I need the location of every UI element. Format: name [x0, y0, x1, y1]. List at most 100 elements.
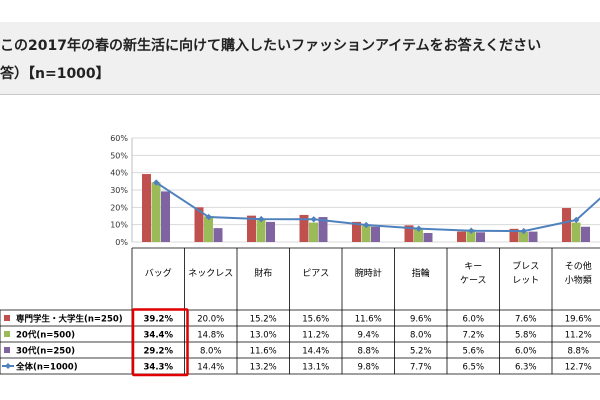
- bar: [161, 191, 170, 242]
- y-tick-label: 60%: [110, 134, 128, 143]
- value-cell: 13.0%: [250, 331, 277, 341]
- value-cell: 6.3%: [515, 363, 537, 373]
- category-label: 小物類: [565, 274, 592, 286]
- value-cell: 8.8%: [357, 347, 379, 357]
- bar: [528, 231, 538, 242]
- total-point: [153, 179, 160, 186]
- category-label: 指輪: [412, 267, 430, 279]
- bar: [423, 232, 433, 242]
- bar: [256, 219, 266, 242]
- value-cell: 9.8%: [357, 363, 379, 373]
- value-cell: 5.8%: [515, 331, 537, 341]
- category-label: ブレス: [512, 260, 539, 272]
- question-header: この2017年の春の新生活に向けて購入したいファッションアイテムをお答えください…: [0, 22, 600, 95]
- value-cell: 7.2%: [462, 331, 484, 341]
- bar: [414, 228, 423, 242]
- total-point: [468, 227, 475, 234]
- series-name: 20代(n=500): [16, 330, 75, 341]
- bar: [204, 216, 213, 242]
- total-point: [310, 216, 317, 223]
- bar: [299, 214, 309, 242]
- bar: [142, 174, 151, 242]
- value-cell: 20.0%: [197, 315, 224, 325]
- category-label: 財布: [254, 267, 272, 279]
- total-point: [205, 213, 212, 221]
- y-tick-labels: 0% 10% 20% 30% 40% 50% 60%: [110, 134, 128, 247]
- bar: [361, 225, 371, 242]
- category-label: ピアス: [302, 268, 329, 279]
- value-cell: 39.2%: [144, 315, 174, 325]
- bars: [142, 174, 590, 242]
- data-table: バッグネックレス財布ピアス腕時計指輪キーケースブレスレットその他小物類腕しかもの…: [0, 247, 600, 375]
- legend-swatch: [4, 347, 10, 353]
- category-label: その他: [565, 260, 592, 272]
- highlight-box: [131, 308, 189, 377]
- bar: [581, 226, 590, 242]
- total-point: [258, 215, 265, 223]
- y-tick-label: 20%: [110, 203, 128, 212]
- y-tick-label: 0%: [115, 238, 128, 247]
- value-cell: 15.2%: [250, 315, 277, 325]
- value-cell: 7.7%: [410, 363, 432, 373]
- bar: [247, 215, 256, 242]
- bar: [151, 182, 161, 242]
- bar: [213, 228, 223, 242]
- value-cell: 13.2%: [250, 363, 277, 373]
- bar: [466, 229, 476, 242]
- total-point: [573, 216, 580, 224]
- value-cell: 14.4%: [197, 363, 224, 373]
- value-cell: 11.2%: [302, 331, 329, 341]
- bar: [562, 208, 571, 242]
- category-label: キー: [464, 262, 482, 272]
- bar: [571, 222, 581, 242]
- value-cell: 11.2%: [565, 331, 592, 341]
- value-cell: 34.3%: [144, 363, 174, 373]
- bar: [266, 221, 275, 242]
- y-tick-label: 40%: [110, 169, 128, 178]
- y-tick-label: 10%: [110, 221, 128, 230]
- value-cell: 9.4%: [357, 331, 379, 341]
- value-cell: 6.0%: [462, 315, 484, 325]
- bar: [509, 228, 519, 242]
- question-subtitle: 答）【n=1000】: [0, 66, 110, 82]
- value-cell: 8.0%: [200, 347, 222, 357]
- value-cell: 7.6%: [515, 315, 537, 325]
- total-point: [415, 225, 422, 232]
- bar: [519, 231, 528, 242]
- value-cell: 6.0%: [515, 347, 537, 357]
- value-cell: 34.4%: [144, 331, 174, 341]
- bar: [318, 217, 328, 242]
- legend-marker: [5, 363, 11, 369]
- series-name: 専門学生・大学生(n=250): [16, 314, 123, 325]
- total-line: [153, 179, 600, 235]
- value-cell: 11.6%: [250, 347, 277, 357]
- category-label: ケース: [460, 275, 487, 286]
- question-title: この2017年の春の新生活に向けて購入したいファッションアイテムをお答えください: [0, 38, 542, 54]
- category-label: ネックレス: [188, 268, 233, 279]
- value-cell: 11.6%: [355, 315, 382, 325]
- bar: [371, 226, 380, 242]
- value-cell: 9.6%: [410, 315, 432, 325]
- bar: [309, 222, 318, 242]
- bar: [352, 221, 361, 242]
- legend-swatch: [4, 315, 10, 321]
- value-cell: 14.8%: [197, 331, 224, 341]
- series-name: 全体(n=1000): [15, 362, 78, 373]
- bar: [194, 207, 204, 242]
- value-cell: 19.6%: [565, 315, 592, 325]
- series-name: 30代(n=250): [16, 346, 75, 357]
- value-cell: 6.5%: [462, 363, 484, 373]
- bar: [404, 225, 414, 242]
- value-cell: 5.2%: [410, 347, 432, 357]
- value-cell: 5.6%: [462, 347, 484, 357]
- category-label: 腕時計: [355, 267, 382, 279]
- total-point: [520, 227, 527, 235]
- value-cell: 13.1%: [302, 363, 329, 373]
- legend-swatch: [4, 331, 10, 337]
- value-cell: 8.8%: [567, 347, 589, 357]
- value-cell: 14.4%: [302, 347, 329, 357]
- bar: [457, 231, 466, 242]
- category-label: バッグ: [145, 267, 172, 279]
- value-cell: 29.2%: [144, 347, 174, 357]
